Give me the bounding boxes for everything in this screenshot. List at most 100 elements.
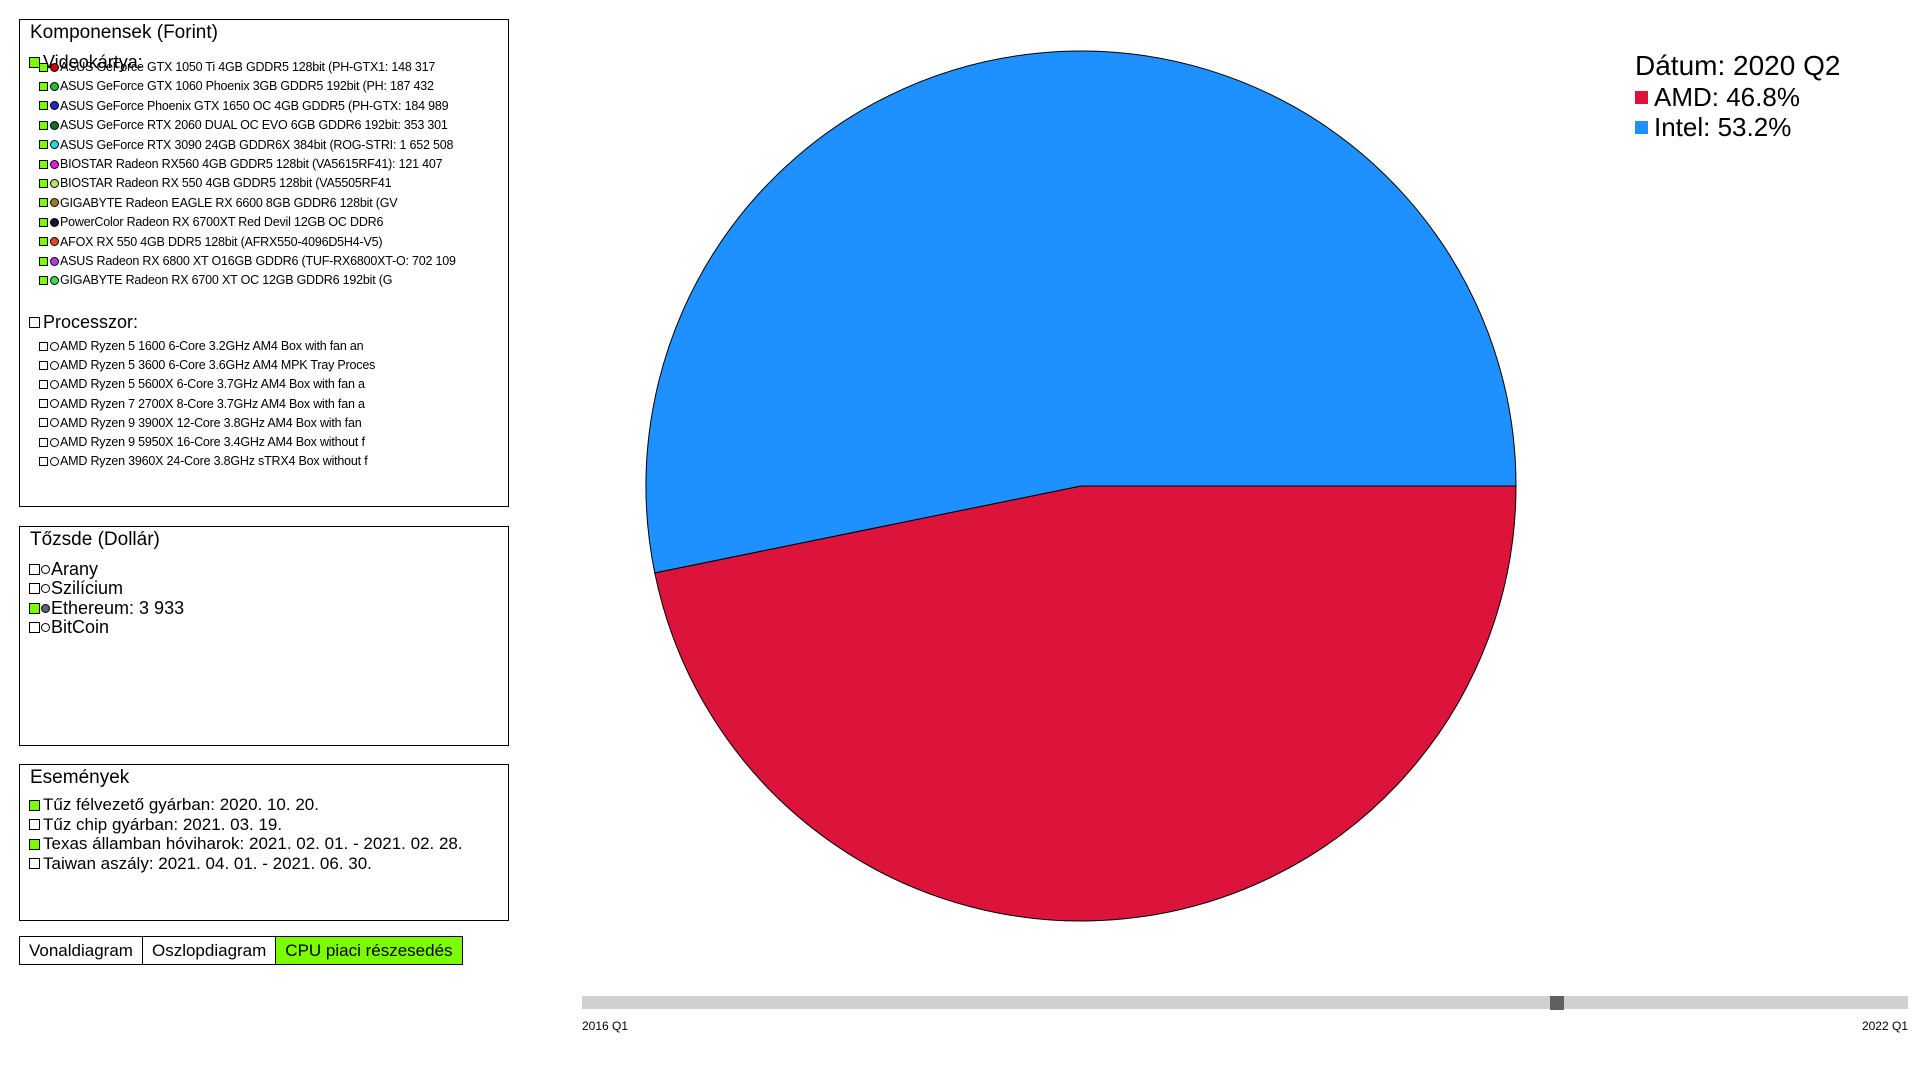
cpu-item-label: AMD Ryzen 5 3600 6-Core 3.6GHz AM4 MPK T… — [60, 358, 376, 373]
cpu-item-checkbox[interactable] — [39, 456, 48, 466]
gpu-item[interactable]: ASUS Radeon RX 6800 XT O16GB GDDR6 (TUF-… — [39, 254, 456, 268]
gpu-item[interactable]: ASUS GeForce Phoenix GTX 1650 OC 4GB GDD… — [39, 98, 449, 113]
gpu-item-checkbox[interactable] — [39, 198, 48, 208]
series-color-dot — [50, 237, 59, 247]
gpu-item[interactable]: GIGABYTE Radeon RX 6700 XT OC 12GB GDDR6… — [39, 273, 392, 287]
time-slider-track[interactable] — [582, 996, 1908, 1009]
stock-item[interactable]: Szilícium — [29, 578, 123, 599]
gpu-item-checkbox[interactable] — [39, 62, 48, 72]
events-panel: Események Tűz félvezető gyárban: 2020. 1… — [19, 764, 509, 921]
gpu-item-checkbox[interactable] — [39, 101, 48, 111]
event-item[interactable]: Tűz félvezető gyárban: 2020. 10. 20. — [29, 795, 319, 815]
gpu-item[interactable]: PowerColor Radeon RX 6700XT Red Devil 12… — [39, 215, 383, 229]
gpu-item-label: AFOX RX 550 4GB DDR5 128bit (AFRX550-409… — [60, 234, 383, 249]
tab-cpu-market-share[interactable]: CPU piaci részesedés — [275, 936, 463, 965]
cpu-item[interactable]: AMD Ryzen 5 1600 6-Core 3.2GHz AM4 Box w… — [39, 339, 364, 353]
gpu-item-label: GIGABYTE Radeon EAGLE RX 6600 8GB GDDR6 … — [60, 195, 398, 210]
cpu-item-checkbox[interactable] — [39, 437, 48, 447]
gpu-item[interactable]: ASUS GeForce RTX 3090 24GB GDDR6X 384bit… — [39, 138, 454, 152]
cpu-item-label: AMD Ryzen 5 1600 6-Core 3.2GHz AM4 Box w… — [60, 339, 364, 353]
gpu-item[interactable]: BIOSTAR Radeon RX 550 4GB GDDR5 128bit (… — [39, 176, 392, 191]
event-item-checkbox[interactable] — [29, 838, 40, 850]
event-item[interactable]: Texas államban hóviharok: 2021. 02. 01. … — [29, 834, 463, 854]
tab-line-chart[interactable]: Vonaldiagram — [19, 936, 143, 965]
stock-item-checkbox[interactable] — [29, 583, 40, 595]
gpu-item-checkbox[interactable] — [39, 159, 48, 169]
gpu-item-checkbox[interactable] — [39, 140, 48, 150]
cpu-item[interactable]: AMD Ryzen 3960X 24-Core 3.8GHz sTRX4 Box… — [39, 454, 368, 468]
cpu-item-checkbox[interactable] — [39, 341, 48, 351]
series-color-dot — [50, 437, 59, 447]
event-item[interactable]: Taiwan aszály: 2021. 04. 01. - 2021. 06.… — [29, 854, 372, 874]
event-item[interactable]: Tűz chip gyárban: 2021. 03. 19. — [29, 815, 282, 835]
gpu-item[interactable]: AFOX RX 550 4GB DDR5 128bit (AFRX550-409… — [39, 235, 382, 249]
cpu-item-checkbox[interactable] — [39, 379, 48, 389]
cpu-item[interactable]: AMD Ryzen 9 5950X 16-Core 3.4GHz AM4 Box… — [39, 435, 365, 449]
components-panel-title: Komponensek (Forint) — [30, 22, 218, 43]
series-color-dot — [50, 178, 59, 188]
gpu-item-checkbox[interactable] — [39, 178, 48, 188]
cpu-item-label: AMD Ryzen 9 5950X 16-Core 3.4GHz AM4 Box… — [60, 435, 365, 449]
gpu-item[interactable]: GIGABYTE Radeon EAGLE RX 6600 8GB GDDR6 … — [39, 195, 398, 210]
stock-item-checkbox[interactable] — [29, 602, 40, 614]
cpu-item[interactable]: AMD Ryzen 9 3900X 12-Core 3.8GHz AM4 Box… — [39, 416, 362, 430]
legend-item-intel: Intel: 53.2% — [1635, 112, 1840, 142]
series-color-dot — [50, 159, 59, 169]
cpu-item[interactable]: AMD Ryzen 5 5600X 6-Core 3.7GHz AM4 Box … — [39, 377, 365, 391]
series-color-dot — [41, 622, 50, 632]
tab-bar-chart[interactable]: Oszlopdiagram — [141, 936, 277, 965]
legend-label-intel: Intel: 53.2% — [1654, 112, 1792, 142]
time-slider-handle[interactable] — [1549, 996, 1564, 1010]
gpu-item[interactable]: ASUS GeForce RTX 2060 DUAL OC EVO 6GB GD… — [39, 118, 448, 132]
stock-item[interactable]: BitCoin — [29, 617, 109, 638]
gpu-group-label: Videokártya: — [43, 52, 143, 72]
chart-legend: Dátum: 2020 Q2 AMD: 46.8% Intel: 53.2% — [1635, 50, 1840, 142]
event-item-checkbox[interactable] — [29, 858, 40, 869]
events-panel-title: Események — [30, 767, 130, 788]
cpu-item[interactable]: AMD Ryzen 7 2700X 8-Core 3.7GHz AM4 Box … — [39, 397, 365, 411]
series-color-dot — [50, 198, 59, 208]
event-item-label: Tűz chip gyárban: 2021. 03. 19. — [43, 814, 283, 834]
stock-item-label: Arany — [51, 559, 99, 579]
slider-start-label: 2016 Q1 — [582, 1019, 629, 1033]
event-item-checkbox[interactable] — [29, 819, 40, 830]
legend-label-amd: AMD: 46.8% — [1654, 82, 1800, 112]
series-color-dot — [50, 120, 59, 130]
gpu-item-checkbox[interactable] — [39, 120, 48, 130]
cpu-item-label: AMD Ryzen 5 5600X 6-Core 3.7GHz AM4 Box … — [60, 377, 365, 392]
series-color-dot — [41, 565, 50, 574]
event-item-checkbox[interactable] — [29, 799, 40, 811]
stock-item-checkbox[interactable] — [29, 564, 40, 575]
cpu-item-checkbox[interactable] — [39, 418, 48, 428]
series-color-dot — [50, 256, 59, 266]
gpu-item[interactable]: ASUS GeForce GTX 1060 Phoenix 3GB GDDR5 … — [39, 79, 434, 93]
cpu-item[interactable]: AMD Ryzen 5 3600 6-Core 3.6GHz AM4 MPK T… — [39, 358, 375, 372]
series-color-dot — [50, 379, 59, 389]
stock-item-label: Ethereum: 3 933 — [51, 597, 185, 618]
gpu-item[interactable]: ASUS GeForce GTX 1050 Ti 4GB GDDR5 128bi… — [39, 60, 435, 74]
cpu-item-checkbox[interactable] — [39, 360, 48, 370]
gpu-item-label: BIOSTAR Radeon RX 550 4GB GDDR5 128bit (… — [60, 176, 392, 191]
series-color-dot — [41, 584, 50, 594]
cpu-item-checkbox[interactable] — [39, 399, 48, 409]
gpu-item-label: ASUS GeForce Phoenix GTX 1650 OC 4GB GDD… — [60, 98, 449, 113]
gpu-item-checkbox[interactable] — [39, 81, 48, 91]
pie-slice-amd — [654, 485, 1517, 922]
series-color-dot — [50, 81, 59, 91]
gpu-item-label: BIOSTAR Radeon RX560 4GB GDDR5 128bit (V… — [60, 157, 443, 171]
stock-item-checkbox[interactable] — [29, 621, 40, 633]
cpu-group-toggle[interactable]: Processzor: — [29, 312, 138, 333]
gpu-item-checkbox[interactable] — [39, 217, 48, 227]
stock-item-label: BitCoin — [51, 616, 110, 637]
gpu-item-label: ASUS GeForce GTX 1060 Phoenix 3GB GDDR5 … — [60, 79, 434, 94]
gpu-item-checkbox[interactable] — [39, 275, 48, 285]
series-color-dot — [50, 360, 59, 370]
stock-item[interactable]: Arany — [29, 559, 98, 580]
cpu-item-label: AMD Ryzen 7 2700X 8-Core 3.7GHz AM4 Box … — [60, 396, 365, 411]
gpu-item-checkbox[interactable] — [39, 237, 48, 247]
gpu-item[interactable]: BIOSTAR Radeon RX560 4GB GDDR5 128bit (V… — [39, 157, 443, 171]
cpu-group-checkbox[interactable] — [29, 317, 40, 328]
stock-item[interactable]: Ethereum: 3 933 — [29, 598, 184, 619]
components-panel: Komponensek (Forint) Videokártya: ASUS G… — [19, 19, 509, 507]
gpu-item-checkbox[interactable] — [39, 256, 48, 266]
